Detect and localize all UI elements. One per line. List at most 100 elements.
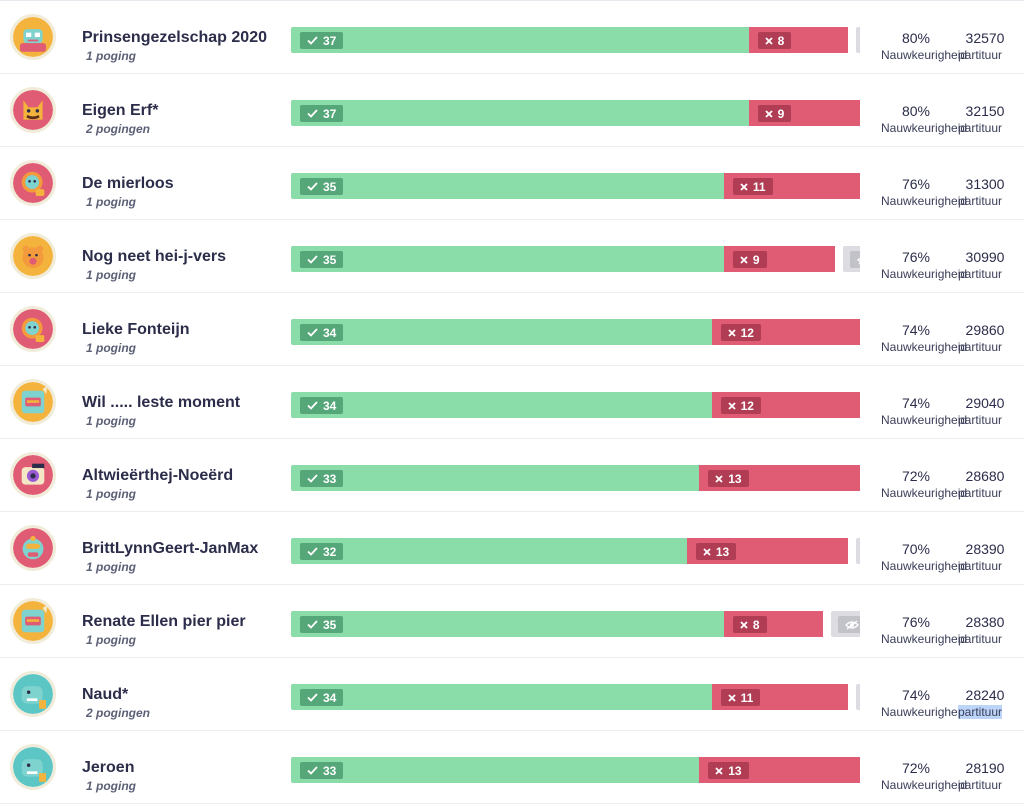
leaderboard-row[interactable]: Jeroen 1 poging 33 13 72% Nauwkeurigheid 28190… [0, 731, 1024, 804]
leaderboard-row[interactable]: Nog neet hei-j-vers 1 poging 35 9 76% Nauwkeu… [0, 220, 1024, 293]
correct-segment: 37 [291, 27, 749, 53]
wrong-count: 12 [740, 398, 754, 413]
result-bar: 34 12 [291, 392, 860, 418]
wrong-count-badge: 9 [757, 105, 792, 122]
player-avatar [10, 160, 56, 206]
result-bar: 33 13 [291, 757, 860, 783]
accuracy-value: 72% [901, 760, 931, 776]
leaderboard-row[interactable]: Altwieërthej-Noeërd 1 poging 33 13 72% Nauwke… [0, 439, 1024, 512]
result-bar: 35 11 [291, 173, 860, 199]
score-label: partituur [958, 778, 1003, 792]
player-name[interactable]: De mierloos [82, 175, 174, 192]
skipped-segment [855, 538, 860, 564]
player-name[interactable]: Wil ..... leste moment [82, 394, 241, 411]
correct-segment: 37 [291, 100, 749, 126]
player-name[interactable]: Nog neet hei-j-vers [82, 248, 227, 265]
cross-icon [703, 547, 711, 556]
correct-count: 37 [323, 33, 337, 48]
score-value: 30990 [965, 249, 1005, 265]
result-bar: 37 9 [291, 100, 860, 126]
check-icon [307, 36, 318, 45]
result-bar-track: 34 12 [291, 392, 860, 418]
wrong-count: 13 [728, 471, 742, 486]
check-icon [307, 620, 318, 629]
score-value: 28190 [965, 760, 1005, 776]
leaderboard-row[interactable]: Naud* 2 pogingen 34 11 74% Nauwkeurigheid 2824… [0, 658, 1024, 731]
score-label: partituur [958, 121, 1003, 135]
wrong-segment: 9 [723, 246, 836, 272]
skipped-count-badge [850, 251, 860, 268]
result-bar: 34 12 [291, 319, 860, 345]
player-name[interactable]: BrittLynnGeert-JanMax [82, 540, 259, 557]
accuracy-label: Nauwkeurigheid [881, 340, 968, 354]
accuracy-label: Nauwkeurigheid [881, 632, 968, 646]
accuracy-label: Nauwkeurigheid [881, 267, 968, 281]
result-bar-track: 35 8 [291, 611, 860, 637]
wrong-count-badge: 9 [732, 251, 767, 268]
result-bar: 34 11 [291, 684, 860, 710]
wrong-count: 8 [752, 617, 760, 632]
attempt-count: 1 poging [86, 633, 136, 647]
wrong-count: 9 [752, 252, 760, 267]
correct-segment: 32 [291, 538, 687, 564]
leaderboard-row[interactable]: Wil ..... leste moment 1 poging 34 12 74% Nau… [0, 366, 1024, 439]
accuracy-label: Nauwkeurigheid [881, 778, 968, 792]
result-bar-track: 35 9 [291, 246, 860, 272]
leaderboard-row[interactable]: Prinsengezelschap 2020 1 poging 37 8 80% Nauw… [0, 1, 1024, 74]
player-name[interactable]: Renate Ellen pier pier [82, 613, 246, 630]
leaderboard-row[interactable]: De mierloos 1 poging 35 11 76% Nauwkeurigheid… [0, 147, 1024, 220]
eye-slash-icon [844, 619, 859, 630]
player-name[interactable]: Eigen Erf* [82, 102, 159, 119]
player-name[interactable]: Jeroen [82, 759, 135, 776]
leaderboard-row[interactable]: Lieke Fonteijn 1 poging 34 12 74% Nauwkeurigh… [0, 293, 1024, 366]
wrong-count: 11 [752, 179, 766, 194]
score-value: 28390 [965, 541, 1005, 557]
cross-icon [715, 766, 723, 775]
wrong-segment: 9 [748, 100, 860, 126]
player-avatar [10, 598, 56, 644]
wrong-count: 13 [728, 763, 742, 778]
correct-count-badge: 35 [300, 178, 344, 195]
wrong-count-badge: 12 [720, 397, 761, 414]
result-bar-track: 33 13 [291, 465, 860, 491]
attempt-count: 2 pogingen [86, 706, 150, 720]
correct-count-badge: 37 [300, 32, 344, 49]
correct-count-badge: 35 [300, 251, 344, 268]
player-name[interactable]: Lieke Fonteijn [82, 321, 190, 338]
correct-segment: 34 [291, 392, 712, 418]
accuracy-value: 72% [901, 468, 931, 484]
accuracy-label: Nauwkeurigheid [881, 121, 968, 135]
correct-count: 32 [323, 544, 337, 559]
cross-icon [715, 474, 723, 483]
correct-count: 34 [323, 398, 337, 413]
score-label: partituur [958, 413, 1003, 427]
player-avatar [10, 452, 56, 498]
score-label: partituur [958, 486, 1003, 500]
score-value: 31300 [965, 176, 1005, 192]
accuracy-label: Nauwkeurigheid [881, 705, 968, 719]
wrong-count: 9 [777, 106, 785, 121]
score-value: 32570 [965, 30, 1005, 46]
leaderboard-row[interactable]: BrittLynnGeert-JanMax 1 poging 32 13 70% Nauw… [0, 512, 1024, 585]
check-icon [307, 182, 318, 191]
player-name[interactable]: Naud* [82, 686, 129, 703]
player-name[interactable]: Altwieërthej-Noeërd [82, 467, 234, 484]
result-bar: 37 8 [291, 27, 860, 53]
accuracy-value: 74% [901, 687, 931, 703]
wrong-count-badge: 13 [708, 762, 749, 779]
check-icon [307, 255, 318, 264]
result-bar-track: 34 11 [291, 684, 860, 710]
leaderboard-row[interactable]: Renate Ellen pier pier 1 poging 35 8 76% Nauw… [0, 585, 1024, 658]
result-bar-track: 37 8 [291, 27, 860, 53]
correct-count: 33 [323, 471, 337, 486]
leaderboard-row[interactable]: Eigen Erf* 2 pogingen 37 9 80% Nauwkeurigheid… [0, 74, 1024, 147]
accuracy-value: 76% [901, 176, 931, 192]
player-name[interactable]: Prinsengezelschap 2020 [82, 29, 267, 46]
attempt-count: 1 poging [86, 560, 136, 574]
top-divider [0, 0, 1024, 1]
score-label: partituur [958, 632, 1003, 646]
correct-count: 35 [323, 617, 337, 632]
result-bar: 35 9 [291, 246, 860, 272]
wrong-count-badge: 13 [695, 543, 737, 560]
